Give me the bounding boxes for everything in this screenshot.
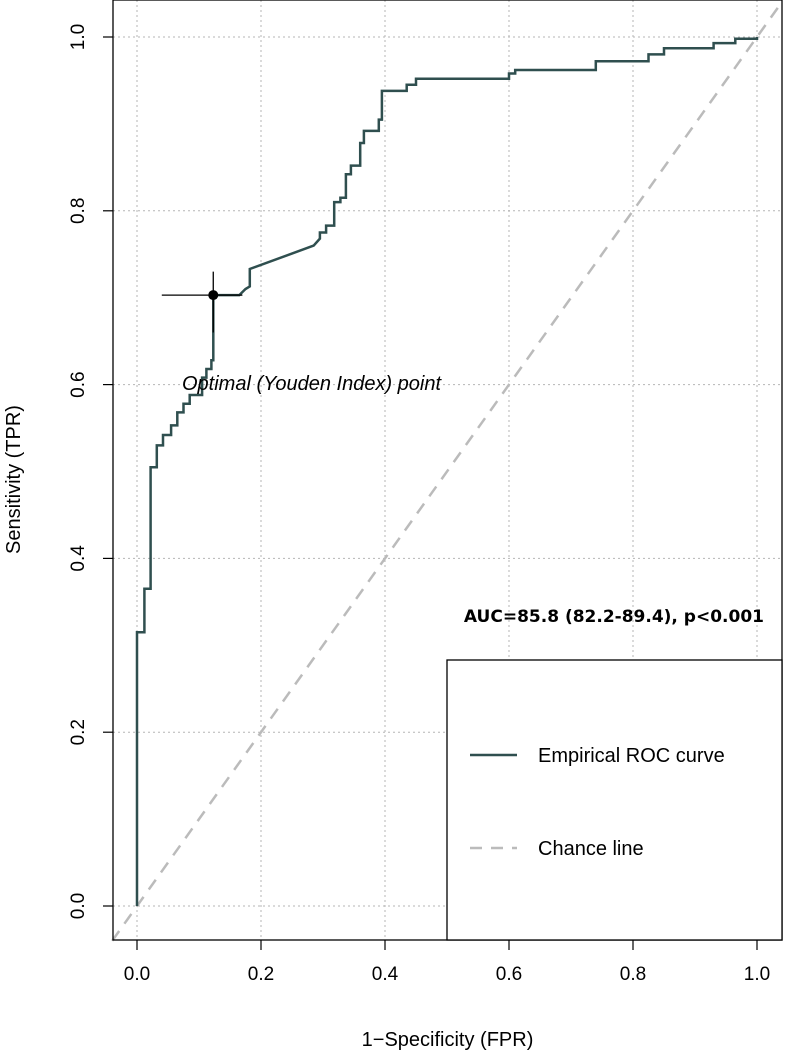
y-axis-ticks: 0.0 0.2 0.4 0.6 0.8 1.0	[68, 24, 113, 919]
optimal-point-layer	[161, 271, 243, 333]
roc-curve-line	[135, 37, 759, 906]
x-axis-title: 1−Specificity (FPR)	[362, 1029, 534, 1051]
y-tick-label: 0.0	[68, 893, 89, 919]
optimal-point-marker	[208, 290, 219, 301]
legend-box	[446, 659, 783, 941]
y-tick-label: 0.8	[68, 198, 89, 224]
grid	[113, 0, 782, 940]
optimal-point-label: Optimal (Youden Index) point	[182, 373, 442, 395]
x-tick-label: 1.0	[744, 964, 770, 985]
y-tick-label: 0.4	[68, 545, 89, 572]
y-tick-label: 0.2	[68, 719, 89, 745]
x-tick-label: 0.2	[248, 964, 274, 985]
x-tick-label: 0.6	[496, 964, 522, 985]
legend-label-chance: Chance line	[538, 838, 644, 860]
x-tick-label: 0.4	[372, 964, 399, 985]
auc-annotation: AUC=85.8 (82.2-89.4), p<0.001	[464, 607, 764, 627]
y-axis-title: Sensitivity (TPR)	[3, 405, 25, 554]
x-axis-ticks: 0.0 0.2 0.4 0.6 0.8 1.0	[124, 940, 770, 985]
chance-line	[111, 1, 783, 942]
y-tick-label: 0.6	[68, 371, 89, 397]
x-tick-label: 0.0	[124, 964, 150, 985]
legend: Empirical ROC curve Chance line	[446, 659, 783, 941]
legend-label-roc: Empirical ROC curve	[538, 745, 725, 767]
chance-line-layer	[111, 1, 783, 942]
y-tick-label: 1.0	[68, 24, 89, 50]
roc-curve-layer	[135, 37, 759, 906]
x-tick-label: 0.8	[620, 964, 646, 985]
